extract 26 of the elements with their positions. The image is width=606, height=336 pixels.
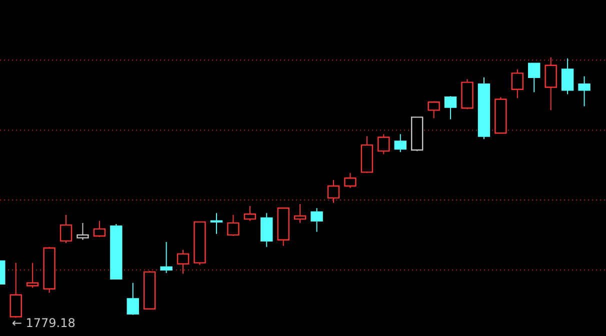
candlestick: [244, 206, 256, 222]
candlestick: [210, 212, 223, 234]
candlestick: [528, 62, 540, 93]
candlestick: [126, 282, 139, 316]
candlestick: [378, 134, 390, 155]
candlestick: [544, 56, 557, 111]
candlestick: [176, 249, 190, 274]
candlestick: [394, 134, 406, 153]
annotation: ← 1779.18: [12, 316, 76, 330]
candlestick: [310, 208, 323, 232]
candlestick: [428, 100, 440, 119]
candlestick: [444, 96, 457, 120]
candlestick: [578, 76, 590, 107]
candlestick: [344, 172, 356, 189]
candlestick: [294, 203, 306, 224]
candlestick: [93, 220, 106, 238]
candlestick: [511, 68, 524, 99]
candlestick: [260, 212, 273, 248]
candlestick: [327, 179, 340, 204]
candlestick: [60, 214, 72, 244]
candlestick: [160, 241, 172, 274]
candlestick: [76, 222, 89, 240]
candlestick: [26, 262, 39, 288]
candlestick: [10, 262, 22, 318]
candlestick: [227, 214, 240, 236]
candlestick: [561, 58, 574, 95]
